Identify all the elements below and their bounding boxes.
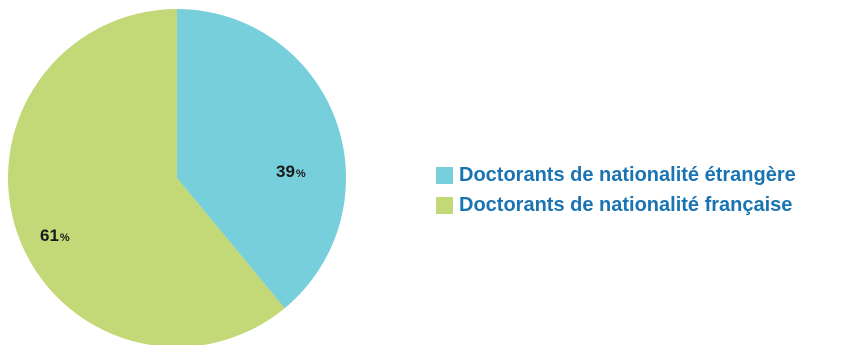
- legend-label-french: Doctorants de nationalité française: [459, 193, 793, 216]
- legend-label-foreign: Doctorants de nationalité étrangère: [459, 163, 796, 186]
- slice-unit-french: %: [59, 232, 70, 244]
- legend-item-foreign: Doctorants de nationalité étrangère: [436, 160, 796, 190]
- slice-label-french: 61%: [40, 226, 70, 248]
- pie-chart: [8, 9, 346, 345]
- chart-legend: Doctorants de nationalité étrangère Doct…: [436, 160, 796, 220]
- pie-slice-french: [8, 9, 285, 345]
- slice-value-french: 61: [40, 226, 59, 245]
- legend-item-french: Doctorants de nationalité française: [436, 190, 796, 220]
- slice-unit-foreign: %: [295, 168, 306, 180]
- pie-slice-foreign: [177, 9, 346, 309]
- legend-swatch-french: [436, 196, 453, 214]
- slice-label-foreign: 39%: [276, 162, 306, 184]
- slice-value-foreign: 39: [276, 162, 295, 181]
- legend-swatch-foreign: [436, 166, 453, 184]
